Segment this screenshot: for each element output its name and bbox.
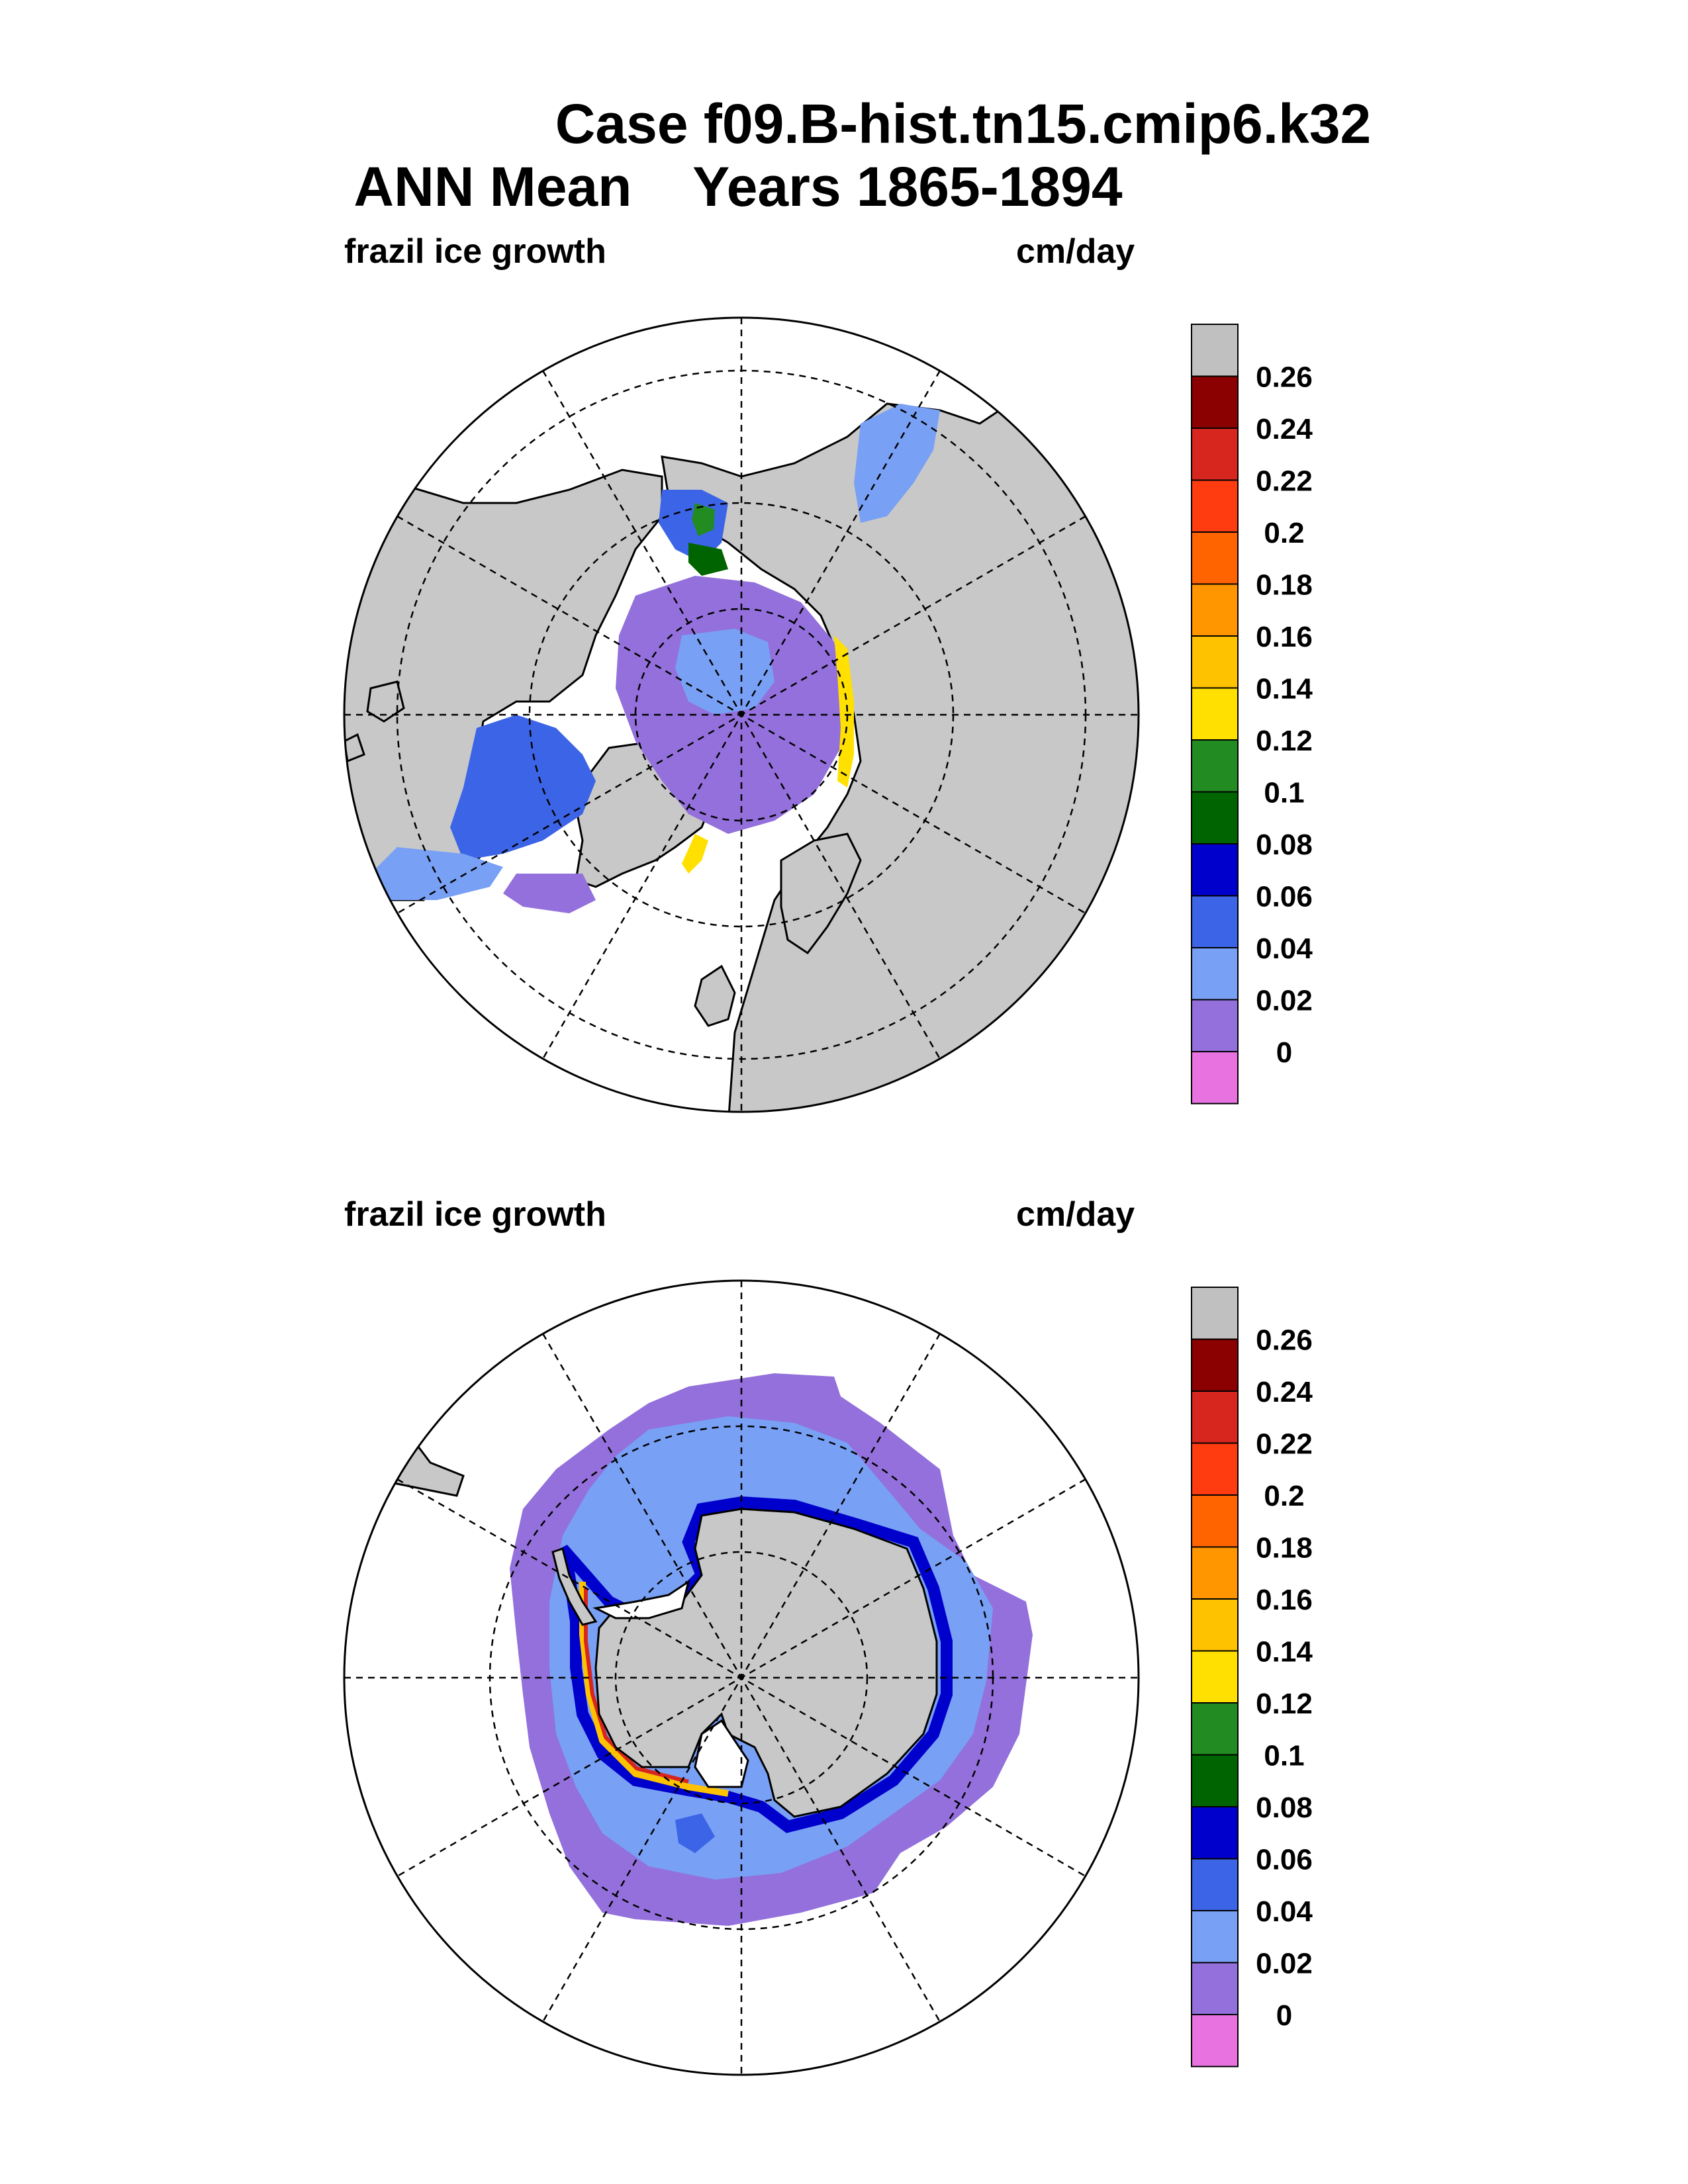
north-colorbar-box	[1191, 791, 1239, 844]
north-colorbar-tick-label: 0.08	[1256, 829, 1313, 861]
south-colorbar-tick-label: 0.02	[1256, 1948, 1313, 1980]
south-colorbar-box	[1191, 1806, 1239, 1860]
north-colorbar-box	[1191, 479, 1239, 533]
north-colorbar-tick-label: 0.26	[1256, 361, 1313, 394]
south-colorbar-box	[1191, 1390, 1239, 1444]
south-panel-variable-label: frazil ice growth	[344, 1195, 606, 1234]
north-colorbar-tick-label: 0.2	[1264, 517, 1304, 549]
south-colorbar-box	[1191, 1962, 1239, 2015]
south-colorbar-tick-label: 0.2	[1264, 1480, 1304, 1512]
north-scandinavia-land	[780, 833, 862, 955]
north-bering-strait-ice	[659, 490, 728, 563]
south-colorbar-tick-label: 0.16	[1256, 1584, 1313, 1616]
south-ross-sea-patch	[675, 1813, 715, 1853]
north-colorbar-box	[1191, 583, 1239, 637]
south-colorbar-tick-label: 0.06	[1256, 1844, 1313, 1876]
north-colorbar-tick-label: 0.16	[1256, 621, 1313, 653]
south-polar-map	[343, 1279, 1140, 2076]
figure-title-line2: ANN Mean Years 1865-1894	[353, 156, 1123, 218]
north-colorbar-tick-label: 0.02	[1256, 985, 1313, 1017]
north-colorbar-tick-label: 0.04	[1256, 933, 1313, 965]
north-eurasia-land	[661, 396, 1139, 1112]
north-colorbar-box	[1191, 895, 1239, 948]
north-bering-high-growth	[692, 503, 715, 536]
south-colorbar-tick-label: 0.14	[1256, 1636, 1313, 1668]
south-ross-ice-shelf	[694, 1719, 749, 1788]
south-colorbar-box	[1191, 1754, 1239, 1807]
south-colorbar: 0.26 0.24 0.22 0.2 0.18 0.16 0.14 0.12 0.1 0.08 0.…	[1191, 1287, 1313, 2068]
north-graticule	[344, 318, 1139, 1112]
north-central-arctic-ice	[675, 629, 774, 715]
north-colorbar-tick-label: 0	[1276, 1036, 1292, 1069]
north-colorbar-box	[1191, 375, 1239, 429]
north-chukchi-band	[688, 543, 728, 576]
south-colorbar-tick-label: 0.26	[1256, 1324, 1313, 1357]
south-coastal-band-yellow	[579, 1582, 729, 1797]
south-colorbar-box	[1191, 2014, 1239, 2068]
north-panel-variable-label: frazil ice growth	[344, 232, 606, 271]
south-map-frame	[343, 1279, 1140, 2076]
north-colorbar-tick-label: 0.18	[1256, 569, 1313, 602]
south-colorbar-tick-label: 0.18	[1256, 1532, 1313, 1565]
south-colorbar-tick-label: 0.04	[1256, 1895, 1313, 1928]
north-colorbar-tick-label: 0.06	[1256, 881, 1313, 913]
south-colorbar-box	[1191, 1702, 1239, 1756]
south-colorbar-box	[1191, 1442, 1239, 1496]
south-colorbar-tick-label: 0.24	[1256, 1376, 1313, 1408]
south-colorbar-tick-label: 0.22	[1256, 1428, 1313, 1461]
south-colorbar-box	[1191, 1494, 1239, 1548]
figure-title-line1: Case f09.B-hist.tn15.cmip6.k32	[555, 93, 1372, 155]
south-antarctic-peninsula	[551, 1547, 598, 1626]
north-colorbar-box	[1191, 999, 1239, 1052]
north-colorbar-tick-label: 0.24	[1256, 413, 1313, 445]
north-colorbar-box	[1191, 324, 1239, 377]
north-colorbar-box	[1191, 687, 1239, 741]
north-okhotsk-sea-ice	[854, 404, 940, 523]
north-colorbar-tick-label: 0.1	[1264, 777, 1304, 809]
south-colorbar-box	[1191, 1546, 1239, 1600]
north-polar-map	[343, 316, 1140, 1113]
south-colorbar-box	[1191, 1650, 1239, 1704]
north-colorbar-tick-label: 0.22	[1256, 465, 1313, 498]
north-uk-land	[694, 964, 736, 1027]
south-colorbar-tick-label: 0.12	[1256, 1688, 1313, 1720]
south-weddell-ice-shelf	[592, 1579, 690, 1619]
north-colorbar-tick-label: 0.14	[1256, 673, 1313, 705]
south-colorbar-box	[1191, 1910, 1239, 1964]
north-colorbar: 0.26 0.24 0.22 0.2 0.18 0.16 0.14 0.12 0.1 0.08 0.…	[1191, 324, 1313, 1105]
north-map-frame	[343, 316, 1140, 1113]
north-hudson-bay-ice	[371, 847, 503, 900]
north-colorbar-box	[1191, 1051, 1239, 1105]
south-colorbar-tick-label: 0	[1276, 1999, 1292, 2032]
north-colorbar-box	[1191, 635, 1239, 689]
south-colorbar-box	[1191, 1858, 1239, 1911]
south-graticule	[344, 1281, 1139, 2075]
north-colorbar-tick-label: 0.12	[1256, 725, 1313, 757]
north-panel-units-label: cm/day	[1016, 232, 1135, 271]
north-colorbar-box	[1191, 739, 1239, 793]
south-colorbar-tick-label: 0.08	[1256, 1792, 1313, 1824]
north-colorbar-box	[1191, 843, 1239, 897]
north-colorbar-box	[1191, 947, 1239, 1001]
north-labrador-sea-ice	[503, 874, 596, 913]
south-colorbar-box	[1191, 1287, 1239, 1340]
north-colorbar-box	[1191, 531, 1239, 585]
south-colorbar-tick-label: 0.1	[1264, 1740, 1304, 1772]
north-greenland-coast-band	[682, 834, 708, 874]
south-panel-units-label: cm/day	[1016, 1195, 1135, 1234]
south-colorbar-box	[1191, 1338, 1239, 1392]
north-colorbar-box	[1191, 428, 1239, 481]
south-colorbar-box	[1191, 1598, 1239, 1652]
